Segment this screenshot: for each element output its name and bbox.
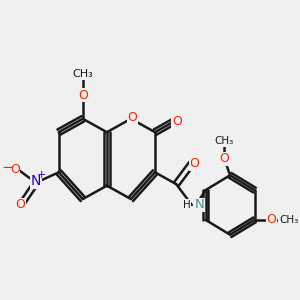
Text: O: O bbox=[78, 88, 88, 101]
Text: O: O bbox=[172, 115, 182, 128]
Text: O: O bbox=[267, 213, 277, 226]
Text: O: O bbox=[10, 163, 20, 176]
Text: CH₃: CH₃ bbox=[72, 69, 93, 79]
Text: CH₃: CH₃ bbox=[279, 215, 298, 225]
Text: −: − bbox=[2, 160, 14, 175]
Text: O: O bbox=[16, 199, 26, 212]
Text: N: N bbox=[31, 174, 41, 188]
Text: N: N bbox=[195, 199, 204, 212]
Text: O: O bbox=[220, 152, 229, 165]
Text: H: H bbox=[183, 200, 190, 210]
Text: O: O bbox=[190, 157, 200, 170]
Text: +: + bbox=[37, 170, 46, 180]
Text: CH₃: CH₃ bbox=[215, 136, 234, 146]
Text: O: O bbox=[128, 111, 137, 124]
